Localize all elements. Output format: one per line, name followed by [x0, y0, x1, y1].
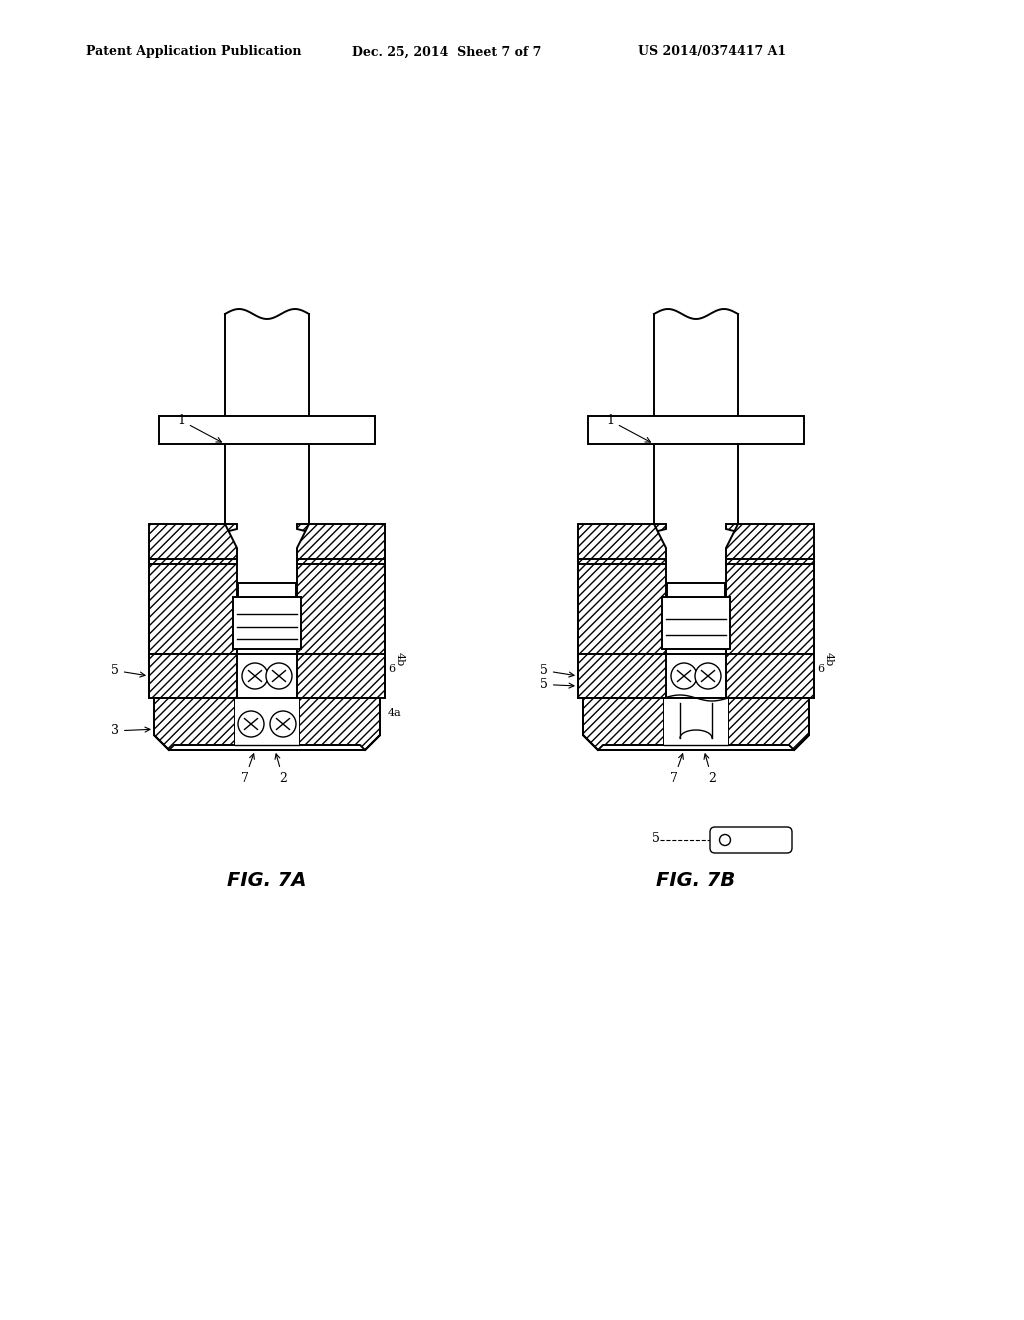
Text: Patent Application Publication: Patent Application Publication — [86, 45, 301, 58]
Text: 6: 6 — [388, 664, 395, 675]
Bar — [664, 698, 728, 744]
Polygon shape — [583, 698, 664, 750]
Text: 2: 2 — [275, 754, 287, 785]
Bar — [238, 583, 296, 597]
Circle shape — [695, 663, 721, 689]
Polygon shape — [578, 524, 666, 564]
Text: 4b: 4b — [395, 652, 406, 667]
Text: 1: 1 — [606, 414, 650, 442]
Text: 4a: 4a — [388, 708, 401, 718]
Bar — [662, 597, 730, 649]
Text: 5: 5 — [540, 664, 574, 677]
Polygon shape — [297, 558, 385, 653]
Circle shape — [238, 711, 264, 737]
Text: 1: 1 — [177, 414, 221, 442]
Text: Dec. 25, 2014  Sheet 7 of 7: Dec. 25, 2014 Sheet 7 of 7 — [352, 45, 542, 58]
Polygon shape — [150, 524, 237, 564]
Bar — [588, 416, 804, 444]
Circle shape — [266, 663, 292, 689]
Polygon shape — [150, 653, 237, 698]
Text: FIG. 7B: FIG. 7B — [656, 870, 735, 890]
Polygon shape — [154, 698, 234, 750]
Text: 5: 5 — [111, 664, 145, 677]
Text: 5: 5 — [540, 678, 574, 690]
Polygon shape — [578, 524, 666, 558]
Polygon shape — [728, 698, 809, 750]
Polygon shape — [150, 524, 237, 558]
Circle shape — [242, 663, 268, 689]
Polygon shape — [726, 558, 814, 653]
Polygon shape — [578, 653, 666, 698]
Polygon shape — [726, 524, 814, 564]
Text: 2: 2 — [705, 754, 716, 785]
Polygon shape — [297, 653, 385, 698]
Circle shape — [720, 834, 730, 846]
Polygon shape — [726, 524, 814, 558]
Polygon shape — [583, 698, 809, 750]
Polygon shape — [299, 698, 380, 750]
Polygon shape — [578, 558, 666, 653]
Circle shape — [671, 663, 697, 689]
Text: 7: 7 — [670, 754, 683, 785]
Polygon shape — [297, 524, 385, 564]
Polygon shape — [154, 698, 380, 750]
Polygon shape — [150, 558, 237, 653]
FancyBboxPatch shape — [710, 828, 792, 853]
Bar — [159, 416, 375, 444]
Bar — [233, 597, 301, 649]
Text: FIG. 7A: FIG. 7A — [227, 870, 307, 890]
Circle shape — [270, 711, 296, 737]
Text: 6: 6 — [817, 664, 824, 675]
Text: 7: 7 — [241, 754, 254, 785]
Text: US 2014/0374417 A1: US 2014/0374417 A1 — [638, 45, 786, 58]
Polygon shape — [297, 524, 385, 558]
Text: 3: 3 — [111, 725, 150, 738]
Bar — [667, 583, 725, 597]
Polygon shape — [726, 653, 814, 698]
Text: 4b: 4b — [824, 652, 834, 667]
Text: 5: 5 — [652, 833, 659, 846]
Bar — [234, 698, 299, 744]
